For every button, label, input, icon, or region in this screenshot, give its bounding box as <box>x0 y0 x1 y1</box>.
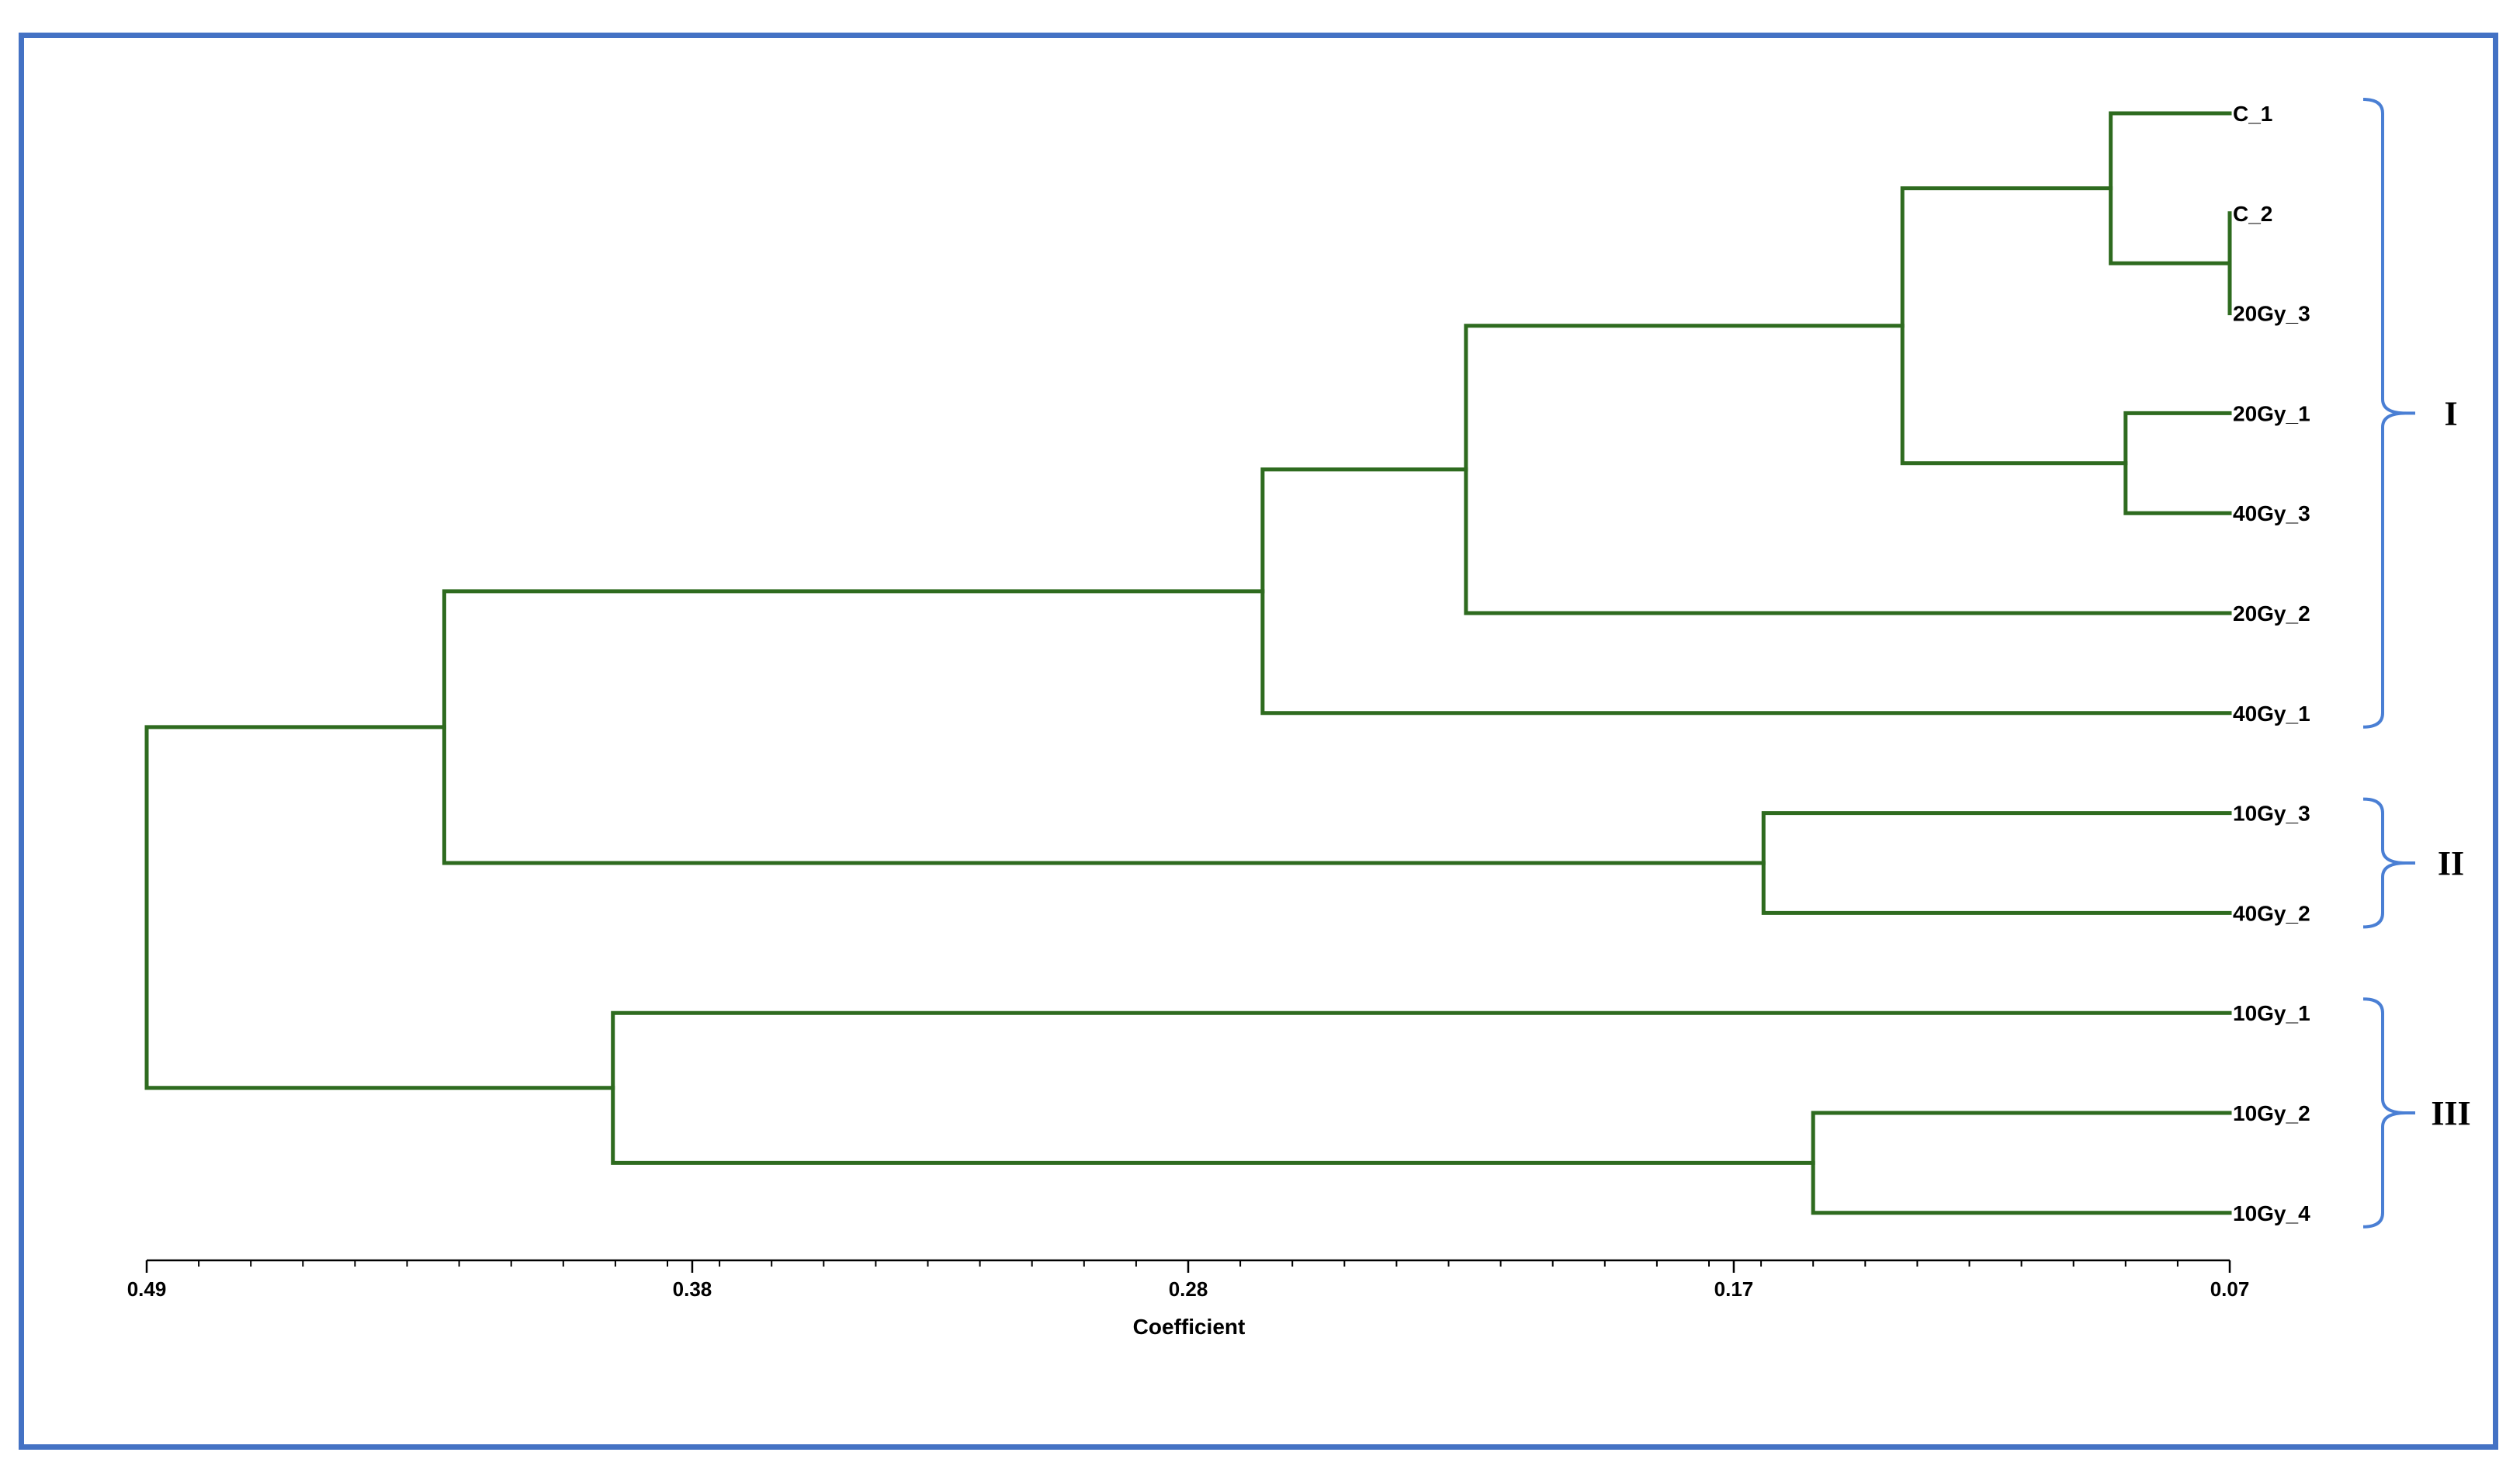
leaf-label: 10Gy_1 <box>2233 1001 2310 1025</box>
leaf-label: C_1 <box>2233 102 2272 126</box>
leaf-label: 10Gy_4 <box>2233 1201 2310 1225</box>
leaf-label: 20Gy_1 <box>2233 401 2310 425</box>
branch-m8 <box>442 589 1766 865</box>
leaf-label: 10Gy_3 <box>2233 802 2310 826</box>
x-tick-label: 0.38 <box>673 1277 712 1301</box>
leaf-label: 40Gy_1 <box>2233 702 2310 726</box>
leaf-label: 40Gy_3 <box>2233 501 2310 525</box>
branches-group <box>144 111 2232 1215</box>
branch-m7 <box>1761 811 2232 915</box>
leaf-label: 40Gy_2 <box>2233 901 2310 925</box>
cluster-bracket <box>2362 98 2407 729</box>
cluster-label: I <box>2444 394 2457 432</box>
x-tick-label: 0.28 <box>1169 1277 1208 1301</box>
branch-m11 <box>144 725 615 1090</box>
cluster-label: II <box>2438 844 2464 882</box>
x-tick-label: 0.07 <box>2210 1277 2250 1301</box>
branch-m3 <box>2123 411 2232 515</box>
cluster-bracket <box>2362 997 2407 1229</box>
branch-m10 <box>611 1010 2232 1165</box>
x-axis-title: Coefficient <box>1133 1315 1246 1339</box>
branch-m9 <box>1811 1111 2232 1215</box>
leaf-label: C_2 <box>2233 202 2272 226</box>
leaf-label: 10Gy_2 <box>2233 1101 2310 1125</box>
leaf-label: 20Gy_3 <box>2233 302 2310 326</box>
branch-m6 <box>1260 467 2232 716</box>
x-axis: 0.49 0.38 0.28 0.17 0.07 <box>127 1259 2250 1301</box>
cluster-bracket <box>2362 797 2407 929</box>
branch-m5 <box>1464 324 2232 615</box>
branch-m4 <box>1900 186 2128 466</box>
leaf-label: 20Gy_2 <box>2233 601 2310 626</box>
cluster-label: III <box>2431 1094 2470 1132</box>
leaf-labels-group: C_1 C_2 20Gy_3 20Gy_1 40Gy_3 20Gy_2 40Gy_1 10Gy… <box>2233 102 2310 1225</box>
x-tick-label: 0.17 <box>1714 1277 1754 1301</box>
branch-m2 <box>2109 111 2232 265</box>
x-tick-label: 0.49 <box>127 1277 167 1301</box>
